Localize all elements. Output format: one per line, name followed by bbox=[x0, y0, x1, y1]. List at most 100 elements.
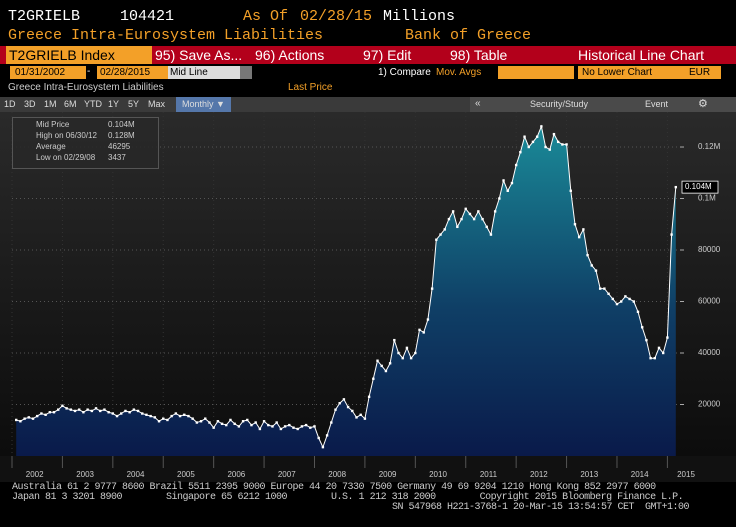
point-marker bbox=[111, 412, 115, 415]
point-marker bbox=[225, 423, 228, 427]
point-marker bbox=[388, 362, 392, 365]
event[interactable]: Event bbox=[645, 99, 669, 109]
point-marker bbox=[510, 181, 514, 185]
point-marker bbox=[288, 423, 291, 427]
point-marker bbox=[183, 413, 186, 417]
point-marker bbox=[321, 445, 325, 449]
x-tick-label: 2003 bbox=[76, 470, 94, 479]
x-tick-label: 2015 bbox=[677, 470, 695, 479]
point-marker bbox=[435, 238, 438, 241]
point-marker bbox=[48, 411, 52, 414]
point-marker bbox=[346, 405, 350, 409]
stat-value: 3437 bbox=[108, 153, 126, 162]
point-marker bbox=[607, 292, 610, 295]
point-marker bbox=[573, 223, 577, 226]
point-marker bbox=[317, 436, 320, 440]
as-of-label: As Of bbox=[243, 8, 289, 25]
point-marker bbox=[367, 395, 371, 398]
point-marker bbox=[304, 423, 308, 427]
point-marker bbox=[162, 417, 165, 420]
toolbar-item[interactable]: 95) Save As... bbox=[155, 47, 243, 63]
point-marker bbox=[153, 416, 157, 419]
point-marker bbox=[397, 351, 400, 355]
collapse[interactable]: « bbox=[475, 98, 481, 109]
point-marker bbox=[363, 417, 367, 420]
point-marker bbox=[141, 412, 144, 415]
ticker: T2GRIELB bbox=[8, 8, 81, 25]
point-marker bbox=[460, 217, 463, 221]
security-study[interactable]: Security/Study bbox=[530, 99, 589, 109]
point-marker bbox=[464, 207, 467, 211]
point-marker bbox=[666, 336, 669, 339]
blank-field[interactable] bbox=[498, 66, 574, 79]
point-marker bbox=[233, 422, 236, 426]
point-marker bbox=[401, 356, 404, 360]
toolbar-item[interactable]: 98) Table bbox=[450, 47, 508, 63]
toolbar-item[interactable]: 96) Actions bbox=[255, 47, 325, 63]
y-tick-label: 40000 bbox=[698, 348, 721, 357]
start-date[interactable]: 01/31/2002 bbox=[10, 66, 86, 79]
point-marker bbox=[94, 407, 98, 410]
point-marker bbox=[523, 135, 526, 138]
range-button[interactable]: YTD bbox=[84, 99, 102, 109]
point-marker bbox=[145, 413, 148, 417]
range-button[interactable]: Max bbox=[148, 99, 166, 109]
stats-box bbox=[12, 117, 159, 169]
stat-value: 0.128M bbox=[108, 131, 135, 140]
point-marker bbox=[472, 217, 476, 221]
point-marker bbox=[519, 150, 522, 154]
point-marker bbox=[124, 409, 127, 413]
x-tick-label: 2007 bbox=[278, 470, 296, 479]
point-marker bbox=[355, 416, 358, 419]
view-name: Historical Line Chart bbox=[578, 47, 705, 63]
point-marker bbox=[262, 420, 266, 423]
point-marker bbox=[220, 422, 224, 426]
stat-label: High on 06/30/12 bbox=[36, 131, 97, 140]
point-marker bbox=[212, 426, 215, 429]
point-marker bbox=[241, 420, 245, 423]
point-marker bbox=[384, 369, 388, 373]
point-marker bbox=[540, 125, 543, 128]
point-marker bbox=[414, 351, 417, 355]
security-field[interactable]: T2GRIELB Index bbox=[6, 46, 152, 64]
point-marker bbox=[380, 364, 383, 368]
range-button[interactable]: 1Y bbox=[108, 99, 120, 109]
point-marker bbox=[527, 145, 530, 149]
toolbar-item[interactable]: 97) Edit bbox=[363, 47, 412, 63]
range-button[interactable]: Monthly ▼ bbox=[176, 97, 231, 112]
settings[interactable]: ⚙ bbox=[698, 98, 708, 110]
point-marker bbox=[338, 402, 341, 405]
range-button[interactable]: 3D bbox=[24, 99, 36, 109]
mode[interactable]: Mid Line bbox=[168, 66, 240, 79]
units: Millions bbox=[383, 8, 456, 25]
legend-security: Greece Intra-Eurosystem Liabilities bbox=[8, 82, 164, 93]
legend-field: Last Price bbox=[288, 82, 333, 93]
point-marker bbox=[561, 143, 564, 146]
point-marker bbox=[640, 326, 644, 329]
point-marker bbox=[351, 409, 354, 413]
point-marker bbox=[128, 411, 131, 414]
point-marker bbox=[468, 212, 472, 216]
end-date[interactable]: 02/28/2015 bbox=[97, 66, 168, 79]
mov-avgs[interactable]: Mov. Avgs bbox=[436, 67, 482, 78]
area-fill bbox=[16, 126, 676, 457]
y-tick-label: 0.1M bbox=[698, 194, 716, 203]
currency[interactable]: EUR bbox=[677, 66, 721, 79]
point-marker bbox=[19, 420, 22, 423]
compare[interactable]: 1) Compare bbox=[378, 67, 431, 78]
range-button[interactable]: 6M bbox=[64, 99, 77, 109]
range-button[interactable]: 5Y bbox=[128, 99, 140, 109]
point-marker bbox=[393, 338, 396, 342]
range-button[interactable]: 1D bbox=[4, 99, 16, 109]
x-tick-label: 2013 bbox=[580, 470, 598, 479]
range-button[interactable]: 1M bbox=[44, 99, 57, 109]
point-marker bbox=[405, 346, 409, 350]
x-tick-label: 2010 bbox=[429, 470, 447, 479]
lower-chart[interactable]: No Lower Chart bbox=[578, 66, 678, 79]
mode-drop[interactable] bbox=[240, 66, 252, 79]
x-tick-label: 2006 bbox=[227, 470, 245, 479]
point-marker bbox=[674, 185, 677, 189]
point-marker bbox=[670, 233, 673, 236]
point-marker bbox=[624, 295, 627, 298]
point-marker bbox=[36, 414, 39, 418]
